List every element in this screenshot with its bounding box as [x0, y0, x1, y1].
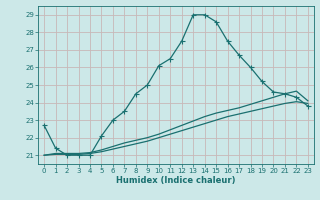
X-axis label: Humidex (Indice chaleur): Humidex (Indice chaleur): [116, 176, 236, 185]
